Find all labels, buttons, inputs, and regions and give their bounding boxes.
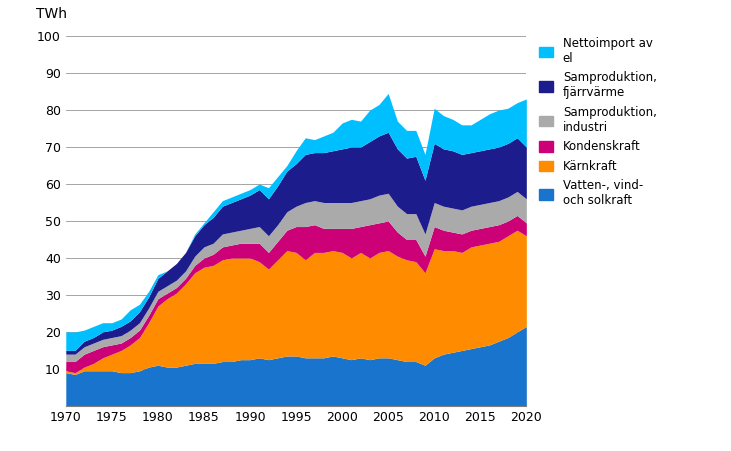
Legend: Nettoimport av
el, Samproduktion,
fjärrvärme, Samproduktion,
industri, Kondenskr: Nettoimport av el, Samproduktion, fjärrv… bbox=[537, 35, 659, 210]
Text: TWh: TWh bbox=[36, 7, 67, 21]
